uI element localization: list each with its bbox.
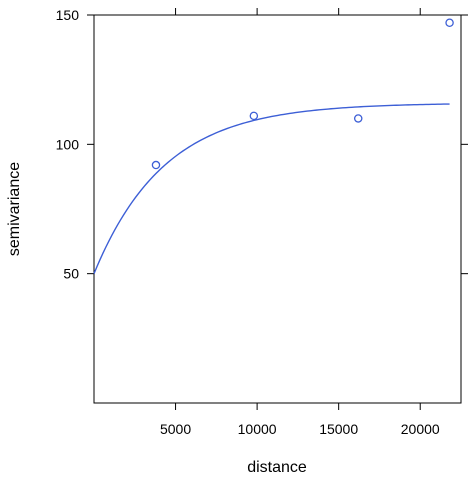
- x-tick-label: 10000: [238, 421, 277, 437]
- plot-frame: [93, 14, 462, 404]
- x-axis-ticks: 5000 10000 15000 20000: [160, 8, 440, 437]
- data-point-2: [353, 114, 363, 123]
- data-point-0: [151, 160, 161, 170]
- y-tick-label: 100: [56, 136, 80, 152]
- x-tick-label: 20000: [401, 421, 440, 437]
- y-axis-ticks: 50 100 150: [56, 7, 468, 282]
- fitted-model-line: [93, 103, 450, 274]
- x-axis-label: distance: [247, 459, 307, 476]
- data-point-1: [249, 111, 259, 121]
- x-tick-label: 15000: [319, 421, 358, 437]
- y-tick-label: 150: [56, 7, 80, 23]
- y-tick-label: 50: [63, 266, 79, 282]
- data-point-3: [445, 18, 454, 28]
- x-tick-label: 5000: [160, 421, 191, 437]
- y-axis-label: semivariance: [6, 162, 23, 256]
- data-points: [151, 18, 454, 170]
